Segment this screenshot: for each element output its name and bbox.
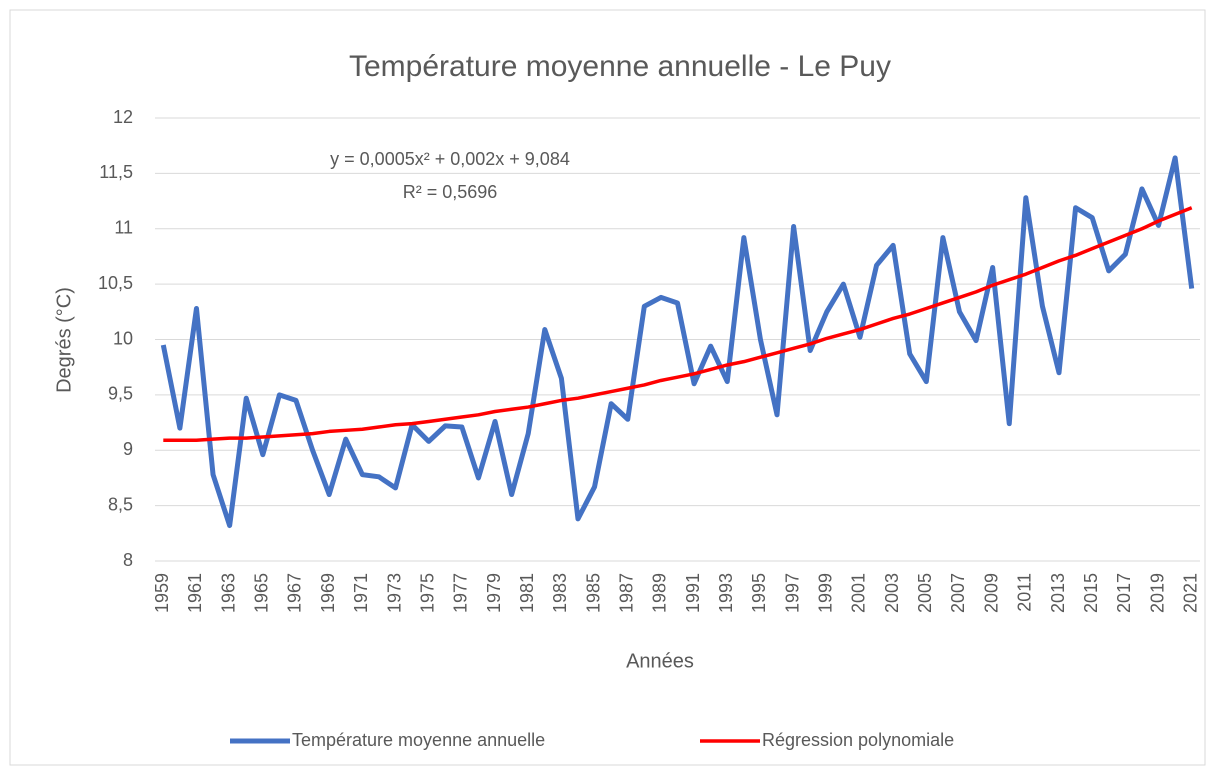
x-tick-label: 1961 (185, 573, 205, 613)
chart-border (9, 9, 1206, 766)
x-axis-title: Années (626, 650, 694, 672)
y-tick-label: 10 (113, 328, 133, 348)
y-tick-label: 8,5 (108, 494, 133, 514)
x-tick-label: 1959 (152, 573, 172, 613)
legend-label: Température moyenne annuelle (292, 730, 545, 750)
y-tick-label: 11 (114, 218, 133, 238)
y-tick-label: 11,5 (99, 162, 133, 182)
y-tick-label: 12 (113, 107, 133, 127)
legend-label: Régression polynomiale (762, 730, 954, 750)
y-tick-label: 9 (123, 439, 133, 459)
x-tick-label: 1993 (716, 573, 736, 613)
y-axis-title: Degrés (°C) (53, 287, 75, 393)
x-tick-label: 2011 (1015, 573, 1035, 612)
x-tick-label: 2015 (1081, 573, 1101, 613)
x-tick-label: 1977 (451, 573, 471, 613)
x-tick-label: 1979 (484, 573, 504, 613)
x-tick-label: 1981 (517, 573, 537, 613)
chart-title: Température moyenne annuelle - Le Puy (349, 50, 891, 83)
y-tick-label: 10,5 (98, 273, 133, 293)
x-tick-label: 1971 (351, 573, 371, 613)
x-tick-label: 2001 (849, 573, 869, 613)
annotation: y = 0,0005x² + 0,002x + 9,084 (330, 149, 570, 169)
y-tick-label: 9,5 (108, 384, 133, 404)
x-tick-label: 2009 (981, 573, 1001, 613)
annotation: R² = 0,5696 (403, 182, 498, 202)
x-tick-label: 2003 (882, 573, 902, 613)
x-tick-label: 1989 (650, 573, 670, 613)
x-tick-label: 2021 (1180, 573, 1200, 613)
x-tick-label: 1995 (749, 573, 769, 613)
x-tick-label: 2007 (948, 573, 968, 613)
data-line (163, 206, 1193, 443)
x-tick-label: 1975 (417, 573, 437, 613)
x-tick-label: 1983 (550, 573, 570, 613)
x-tick-label: 1987 (616, 573, 636, 613)
x-tick-label: 1965 (252, 573, 272, 613)
data-line (160, 155, 1195, 529)
x-tick-label: 1991 (683, 573, 703, 613)
x-tick-label: 1969 (318, 573, 338, 613)
x-tick-label: 2019 (1147, 573, 1167, 613)
x-tick-label: 1997 (782, 573, 802, 613)
x-tick-label: 2005 (915, 573, 935, 613)
x-tick-label: 2013 (1048, 573, 1068, 613)
x-tick-label: 1999 (816, 573, 836, 613)
x-tick-label: 1967 (285, 573, 305, 613)
x-tick-label: 1985 (583, 573, 603, 613)
x-tick-label: 2017 (1114, 573, 1134, 613)
y-tick-label: 8 (123, 550, 133, 570)
x-tick-label: 1963 (218, 573, 238, 613)
x-tick-label: 1973 (384, 573, 404, 613)
